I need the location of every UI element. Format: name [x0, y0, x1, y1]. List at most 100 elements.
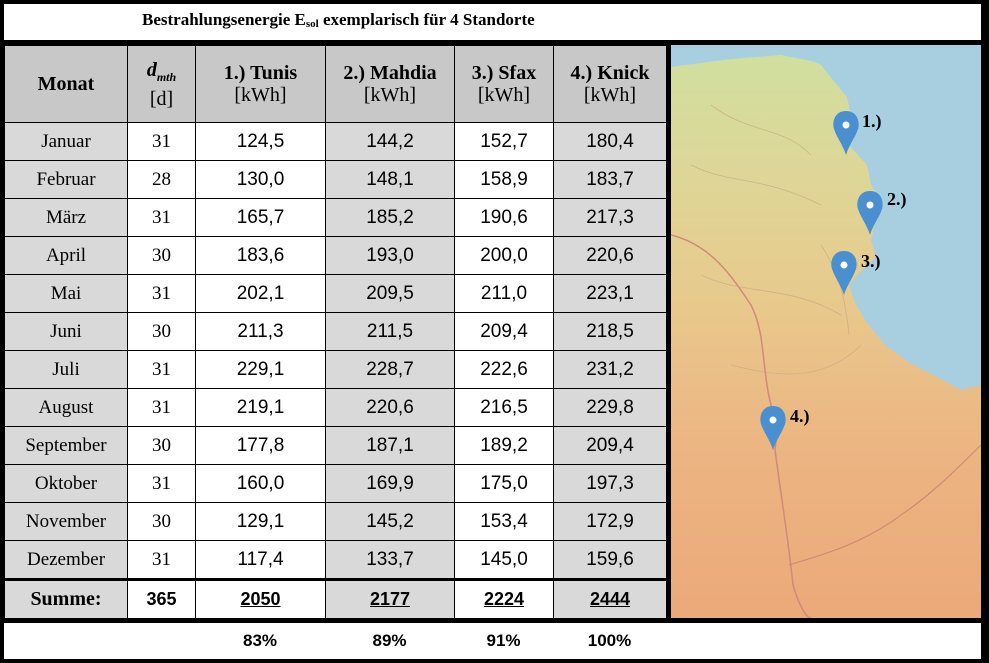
- days-cell: 31: [127, 274, 196, 313]
- table-row: Juli 31 229,1 228,7 222,6 231,2: [4, 350, 667, 389]
- month-cell: Dezember: [4, 540, 128, 580]
- value-cell: 153,4: [454, 502, 554, 541]
- figure-title: Bestrahlungsenergie Esol exemplarisch fü…: [142, 10, 535, 30]
- value-cell: 200,0: [454, 236, 554, 275]
- days-cell: 31: [127, 350, 196, 389]
- header-row: Monat dmth [d] 1.) Tunis [kWh] 2.) Mahdia…: [4, 45, 667, 123]
- value-cell: 158,9: [454, 160, 554, 199]
- table-row: Mai 31 202,1 209,5 211,0 223,1: [4, 274, 667, 313]
- title-prefix: Bestrahlungsenergie E: [142, 10, 306, 29]
- value-cell: 228,7: [325, 350, 455, 389]
- header-days-label: dmth: [146, 58, 177, 84]
- sum-days: 365: [127, 578, 196, 619]
- table-row: Dezember 31 117,4 133,7 145,0 159,6: [4, 540, 667, 580]
- days-cell: 31: [127, 122, 196, 161]
- region-lines: [690, 104, 862, 375]
- value-cell: 145,0: [454, 540, 554, 580]
- pct-sfax: 91%: [486, 631, 521, 650]
- value-cell: 133,7: [325, 540, 455, 580]
- days-cell: 28: [127, 160, 196, 199]
- month-cell: Juli: [4, 350, 128, 389]
- value-cell: 217,3: [553, 198, 667, 237]
- value-cell: 211,0: [454, 274, 554, 313]
- value-cell: 183,6: [195, 236, 326, 275]
- table-row: Februar 28 130,0 148,1 158,9 183,7: [4, 160, 667, 199]
- table-row: September 30 177,8 187,1 189,2 209,4: [4, 426, 667, 465]
- marker-2-label: 2.): [887, 189, 907, 209]
- irradiation-table: Monat dmth [d] 1.) Tunis [kWh] 2.) Mahdia…: [4, 45, 667, 619]
- header-sfax: 3.) Sfax [kWh]: [454, 45, 554, 123]
- land-north-strip: [671, 45, 831, 67]
- month-cell: April: [4, 236, 128, 275]
- value-cell: 193,0: [325, 236, 455, 275]
- value-cell: 187,1: [325, 426, 455, 465]
- table-row: Juni 30 211,3 211,5 209,4 218,5: [4, 312, 667, 351]
- value-cell: 229,8: [553, 388, 667, 427]
- header-knick-label: 4.) Knick: [570, 62, 650, 84]
- marker-1-label: 1.): [862, 111, 882, 131]
- value-cell: 159,6: [553, 540, 667, 580]
- value-cell: 222,6: [454, 350, 554, 389]
- sum-label: Summe:: [4, 578, 128, 619]
- value-cell: 220,6: [325, 388, 455, 427]
- month-cell: November: [4, 502, 128, 541]
- value-cell: 202,1: [195, 274, 326, 313]
- header-tunis-label: 1.) Tunis: [223, 62, 298, 84]
- value-cell: 175,0: [454, 464, 554, 503]
- header-mahdia-unit: [kWh]: [363, 84, 417, 106]
- value-cell: 169,9: [325, 464, 455, 503]
- month-cell: März: [4, 198, 128, 237]
- sum-tunis: 2050: [195, 578, 326, 619]
- country-border-2: [788, 444, 981, 566]
- header-tunis: 1.) Tunis [kWh]: [195, 45, 326, 123]
- marker-4-icon: [760, 406, 786, 450]
- map-graphic: [671, 45, 981, 618]
- marker-4-label: 4.): [790, 406, 810, 426]
- value-cell: 185,2: [325, 198, 455, 237]
- days-cell: 31: [127, 464, 196, 503]
- value-cell: 129,1: [195, 502, 326, 541]
- value-cell: 220,6: [553, 236, 667, 275]
- value-cell: 177,8: [195, 426, 326, 465]
- title-bar: Bestrahlungsenergie Esol exemplarisch fü…: [4, 4, 981, 40]
- title-subscript: sol: [305, 18, 319, 30]
- percentage-bar: 83% 89% 91% 100%: [4, 623, 981, 659]
- sum-sfax: 2224: [454, 578, 554, 619]
- days-cell: 30: [127, 236, 196, 275]
- header-month-label: Monat: [37, 73, 95, 95]
- header-knick-unit: [kWh]: [583, 84, 637, 106]
- value-cell: 223,1: [553, 274, 667, 313]
- month-cell: Juni: [4, 312, 128, 351]
- value-cell: 211,3: [195, 312, 326, 351]
- value-cell: 124,5: [195, 122, 326, 161]
- month-cell: Februar: [4, 160, 128, 199]
- sum-knick: 2444: [553, 578, 667, 619]
- value-cell: 197,3: [553, 464, 667, 503]
- pct-knick: 100%: [587, 631, 632, 650]
- title-suffix: exemplarisch für 4 Standorte: [318, 10, 535, 29]
- table-row: August 31 219,1 220,6 216,5 229,8: [4, 388, 667, 427]
- value-cell: 165,7: [195, 198, 326, 237]
- value-cell: 209,4: [553, 426, 667, 465]
- marker-2-icon: [857, 191, 883, 235]
- value-cell: 183,7: [553, 160, 667, 199]
- header-sfax-unit: [kWh]: [477, 84, 531, 106]
- sum-mahdia: 2177: [325, 578, 455, 619]
- marker-3-label: 3.): [861, 251, 881, 271]
- tunisia-map: 1.) 2.) 3.) 4.): [671, 45, 981, 618]
- table-row: April 30 183,6 193,0 200,0 220,6: [4, 236, 667, 275]
- month-cell: Mai: [4, 274, 128, 313]
- value-cell: 219,1: [195, 388, 326, 427]
- value-cell: 160,0: [195, 464, 326, 503]
- value-cell: 209,5: [325, 274, 455, 313]
- days-cell: 31: [127, 198, 196, 237]
- header-days: dmth [d]: [127, 45, 196, 123]
- value-cell: 130,0: [195, 160, 326, 199]
- value-cell: 229,1: [195, 350, 326, 389]
- header-knick: 4.) Knick [kWh]: [553, 45, 667, 123]
- header-sfax-label: 3.) Sfax: [471, 62, 537, 84]
- days-cell: 30: [127, 502, 196, 541]
- header-mahdia-label: 2.) Mahdia: [343, 62, 437, 84]
- days-cell: 31: [127, 540, 196, 580]
- value-cell: 145,2: [325, 502, 455, 541]
